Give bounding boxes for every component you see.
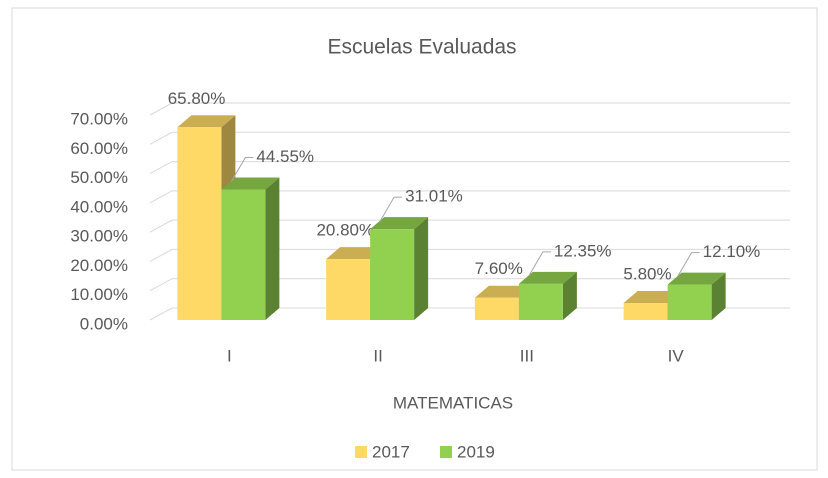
- bar-top: [326, 247, 385, 260]
- data-label: 44.55%: [256, 147, 314, 166]
- bar-top: [518, 271, 577, 284]
- data-label: 5.80%: [623, 264, 671, 283]
- grid-line: [149, 307, 790, 321]
- y-tick-label: 50.00%: [70, 168, 128, 187]
- bar: [667, 284, 712, 320]
- leader-line: [677, 252, 700, 277]
- grid-line: [149, 219, 790, 233]
- y-tick-label: 30.00%: [70, 227, 128, 246]
- bar-side: [414, 217, 429, 320]
- grid-line: [149, 278, 790, 292]
- x-axis-label: MATEMATICAS: [393, 393, 513, 412]
- data-label: 20.80%: [316, 221, 374, 240]
- y-tick-label: 0.00%: [80, 314, 128, 333]
- grid-line: [149, 102, 790, 116]
- x-tick-label: IV: [668, 346, 685, 365]
- y-tick-label: 60.00%: [70, 139, 128, 158]
- grid-line: [149, 131, 790, 145]
- data-label: 12.10%: [703, 242, 761, 261]
- leader-line: [379, 196, 403, 222]
- x-tick-label: III: [520, 346, 534, 365]
- bar-top: [221, 177, 280, 190]
- bar: [370, 229, 415, 320]
- bar: [326, 259, 371, 320]
- chart-title: Escuelas Evaluadas: [327, 36, 516, 59]
- legend-swatch: [440, 446, 452, 458]
- y-tick-label: 40.00%: [70, 197, 128, 216]
- bar: [474, 297, 519, 320]
- data-label: 31.01%: [405, 187, 463, 206]
- grid-line: [149, 161, 790, 175]
- bar-side: [562, 271, 577, 320]
- legend-label: 2017: [372, 442, 410, 461]
- data-label: 12.35%: [554, 241, 612, 260]
- grid-line: [149, 190, 790, 204]
- grid-line: [149, 248, 790, 262]
- bar: [623, 303, 668, 320]
- legend-swatch: [355, 446, 367, 458]
- bar-top: [474, 285, 533, 298]
- data-label: 65.80%: [168, 89, 226, 108]
- bar: [518, 283, 563, 320]
- y-tick-label: 10.00%: [70, 285, 128, 304]
- bar: [177, 127, 222, 320]
- bar: [221, 189, 266, 320]
- bar-top: [370, 217, 429, 230]
- y-tick-label: 20.00%: [70, 256, 128, 275]
- x-tick-label: II: [373, 346, 382, 365]
- bar-side: [711, 272, 726, 320]
- legend-label: 2019: [457, 442, 495, 461]
- bar-top: [667, 272, 726, 285]
- data-label: 7.60%: [475, 259, 523, 278]
- x-tick-label: I: [227, 346, 232, 365]
- bar-side: [265, 177, 280, 320]
- bar-top: [177, 115, 236, 128]
- y-tick-label: 70.00%: [70, 109, 128, 128]
- leader-line: [230, 157, 254, 182]
- leader-line: [528, 251, 551, 277]
- bar-top: [623, 291, 682, 304]
